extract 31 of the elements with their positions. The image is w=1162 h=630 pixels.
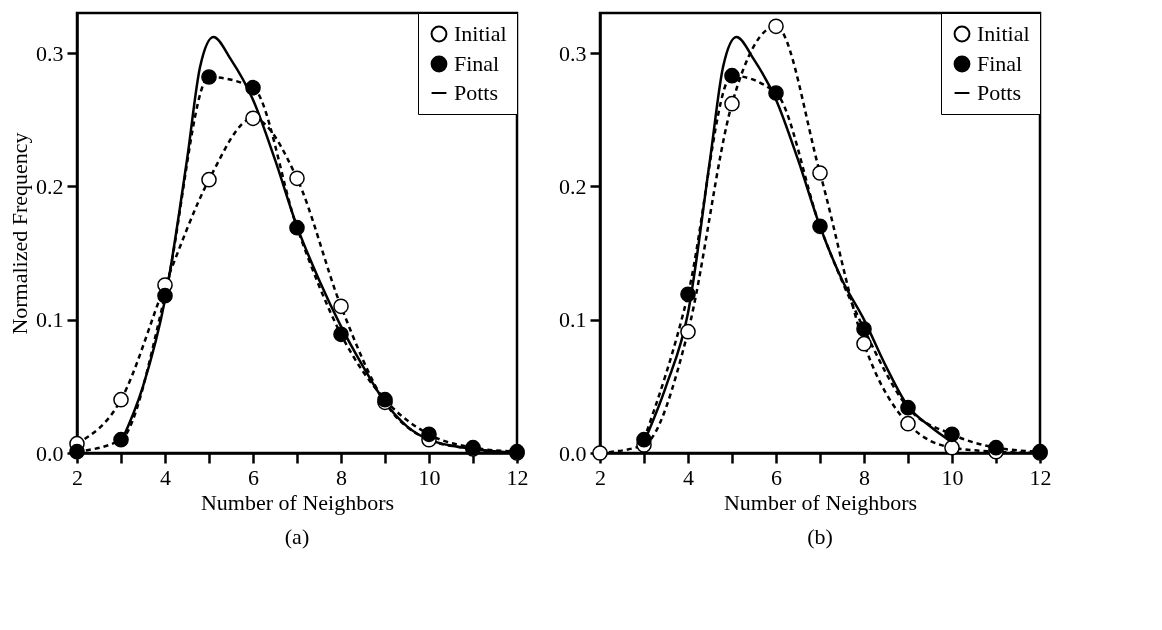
y-tick-label: 0.3 (559, 40, 587, 66)
y-axis-title: Normalized Frequency (7, 132, 32, 335)
x-tick-label: 8 (336, 464, 347, 490)
legend-label: Final (454, 51, 500, 76)
legend-label: Final (977, 51, 1023, 76)
legend-label: Initial (454, 21, 507, 46)
x-tick-label: 2 (72, 464, 83, 490)
x-tick-label: 6 (771, 464, 782, 490)
x-axis-title: Number of Neighbors (723, 489, 918, 515)
y-tick-label: 0.1 (36, 307, 64, 333)
x-tick-label: 2 (595, 464, 606, 490)
y-tick-label: 0.1 (559, 307, 587, 333)
y-tick-label: 0.2 (559, 173, 587, 199)
legend-label: Initial (977, 21, 1030, 46)
text: (a) (284, 524, 310, 549)
y-tick-label: 0.2 (36, 173, 64, 199)
y-tick-label: 0.0 (36, 440, 64, 466)
y-tick-label: 0.0 (559, 440, 587, 466)
x-tick-label: 6 (248, 464, 259, 490)
x-tick-label: 4 (160, 464, 171, 490)
x-tick-label: 12 (506, 464, 529, 490)
x-tick-label: 12 (1029, 464, 1052, 490)
legend-label: Potts (977, 80, 1022, 105)
x-tick-label: 8 (859, 464, 870, 490)
y-tick-label: 0.3 (36, 40, 64, 66)
x-axis-title: Number of Neighbors (200, 489, 395, 515)
legend-label: Potts (454, 80, 499, 105)
x-tick-label: 10 (941, 464, 964, 490)
x-tick-label: 4 (683, 464, 694, 490)
x-tick-label: 10 (418, 464, 441, 490)
text: (b) (807, 524, 833, 549)
